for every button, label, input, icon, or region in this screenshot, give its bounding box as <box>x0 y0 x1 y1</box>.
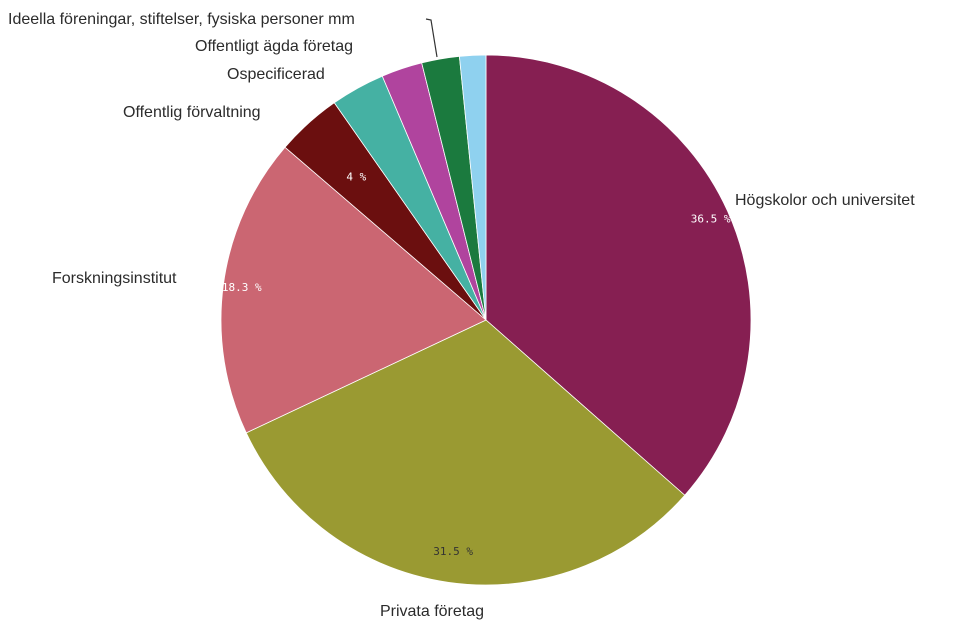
category-label-forskningsinstitut: Forskningsinstitut <box>52 270 177 287</box>
category-label-offentligt-agda-foretag: Offentligt ägda företag <box>195 38 353 55</box>
value-label-offentlig-forvaltning: 4 % <box>346 171 366 184</box>
value-label-privata-foretag: 31.5 % <box>433 545 473 558</box>
leader-line <box>425 18 438 58</box>
value-label-hogskolor-och-universitet: 36.5 % <box>691 213 731 226</box>
value-label-forskningsinstitut: 18.3 % <box>222 281 262 294</box>
pie-slice-slice-7 <box>458 54 487 321</box>
category-label-hogskolor-och-universitet: Högskolor och universitet <box>735 192 915 209</box>
category-label-offentlig-forvaltning: Offentlig förvaltning <box>123 104 261 121</box>
category-label-ospecificerad: Ospecificerad <box>227 66 325 83</box>
pie-slice-hogskolor-och-universitet <box>485 54 752 496</box>
pie-slice-forskningsinstitut <box>220 146 487 434</box>
category-label-privata-foretag: Privata företag <box>380 603 484 620</box>
category-label-ideella-foreningar-stiftelser-fysiska-personer-mm: Ideella föreningar, stiftelser, fysiska … <box>8 11 355 28</box>
pie-slice-privata-foretag <box>245 319 686 586</box>
